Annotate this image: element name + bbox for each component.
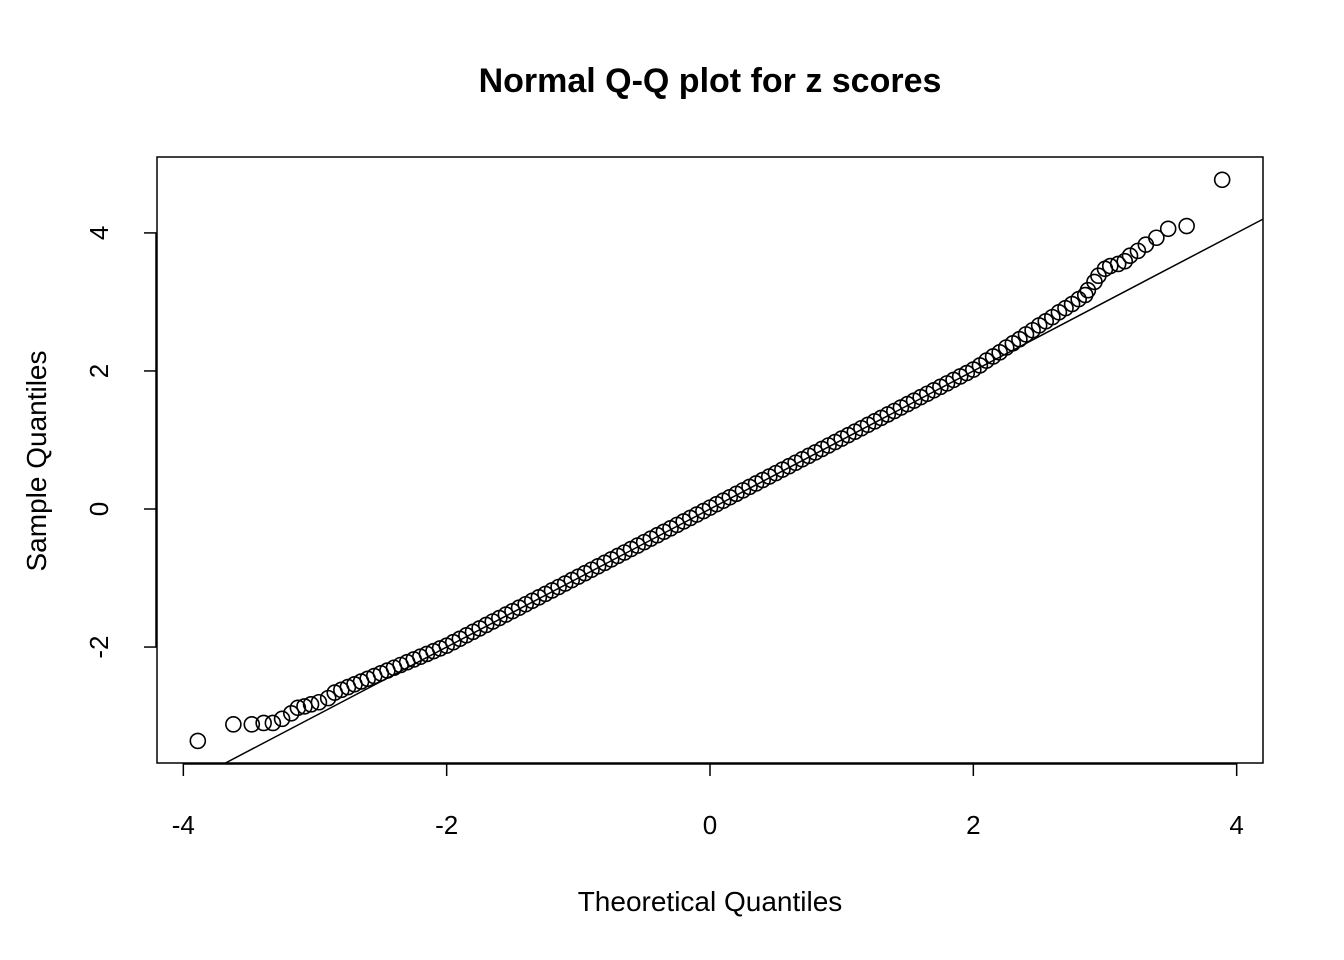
data-point <box>1079 281 1097 299</box>
data-point <box>319 689 337 707</box>
data-point <box>273 710 291 728</box>
data-point <box>289 699 307 717</box>
plot-frame <box>156 156 1264 764</box>
y-tick-label: -2 <box>84 635 114 658</box>
chart-title: Normal Q-Q plot for z scores <box>479 62 942 100</box>
x-tick-label: 0 <box>703 810 717 840</box>
y-tick-label: 2 <box>84 364 114 378</box>
data-point <box>1101 257 1119 275</box>
y-axis: -2 0 2 4 <box>84 226 157 659</box>
x-axis-label: Theoretical Quantiles <box>578 886 843 917</box>
x-tick-label: -2 <box>435 810 458 840</box>
data-point <box>302 696 320 713</box>
data-point <box>225 716 242 733</box>
x-tick-label: 2 <box>966 810 980 840</box>
points-layer <box>189 171 1231 750</box>
reference-line <box>225 218 1264 764</box>
y-tick-label: 0 <box>84 502 114 516</box>
data-point <box>264 714 282 732</box>
data-point <box>243 716 261 733</box>
data-point <box>1116 252 1134 270</box>
x-tick-label: 4 <box>1229 810 1243 840</box>
data-point <box>1148 229 1165 247</box>
data-point <box>255 714 272 732</box>
data-point <box>1159 220 1177 238</box>
data-point <box>1178 217 1195 235</box>
data-point <box>189 732 207 750</box>
data-point <box>1121 247 1139 264</box>
y-tick-label: 4 <box>84 226 114 240</box>
x-axis: -4 -2 0 2 4 <box>172 763 1244 840</box>
x-tick-label: -4 <box>172 810 195 840</box>
data-point <box>310 693 328 711</box>
y-axis-label: Sample Quantiles <box>21 350 52 571</box>
data-point <box>1213 171 1231 189</box>
